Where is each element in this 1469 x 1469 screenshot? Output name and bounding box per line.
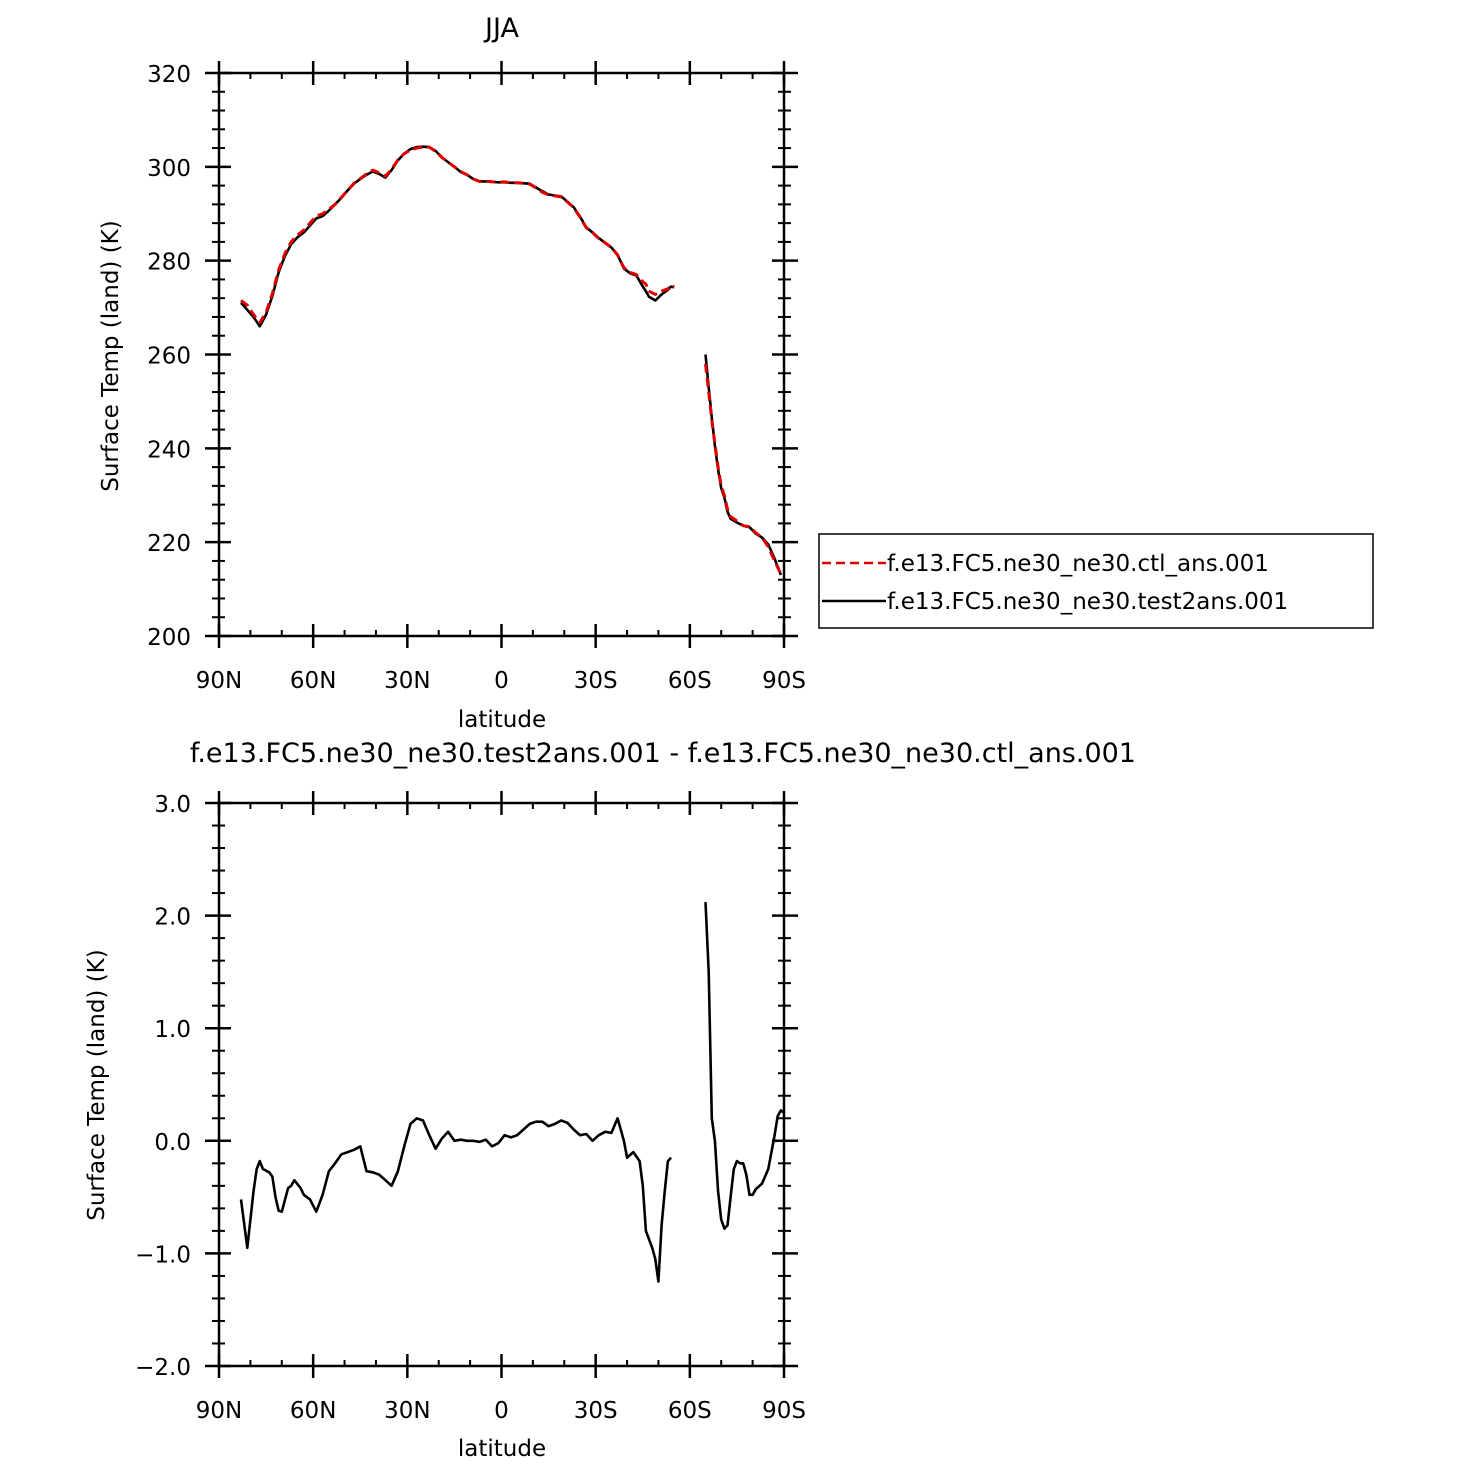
top-y-tick-label: 320 bbox=[147, 62, 191, 88]
bottom-y-tick-label: 1.0 bbox=[154, 1017, 191, 1043]
bottom-plot-frame bbox=[217, 801, 786, 1368]
top-y-tick-label: 260 bbox=[147, 344, 191, 370]
bottom-plot-lines bbox=[239, 902, 784, 1283]
top-x-tick-label: 30N bbox=[384, 668, 430, 694]
top-panel: JJA 90N 60N 30N 0 30S 60S 90S 200 220 240 260 280 30… bbox=[98, 13, 1374, 733]
legend-entry-test2: f.e13.FC5.ne30_ne30.test2ans.001 bbox=[887, 589, 1288, 615]
bottom-series-0-segment-0 bbox=[239, 1117, 672, 1283]
bottom-x-axis-label: latitude bbox=[458, 1436, 546, 1462]
top-x-tick-label: 90S bbox=[762, 668, 806, 694]
top-plot-frame bbox=[217, 71, 786, 638]
bottom-title: f.e13.FC5.ne30_ne30.test2ans.001 - f.e13… bbox=[190, 738, 1136, 769]
top-series-0-segment-0 bbox=[240, 145, 675, 325]
bottom-y-tick-label: −2.0 bbox=[135, 1355, 191, 1381]
bottom-x-tick-label: 60N bbox=[290, 1398, 336, 1424]
legend-entry-ctl: f.e13.FC5.ne30_ne30.ctl_ans.001 bbox=[887, 551, 1269, 577]
bottom-x-tick-label: 90N bbox=[196, 1398, 242, 1424]
top-y-tick-label: 280 bbox=[147, 250, 191, 276]
bottom-y-tick-label: 3.0 bbox=[154, 792, 191, 818]
top-x-axis-label: latitude bbox=[458, 707, 546, 733]
bottom-y-tick-label: −1.0 bbox=[135, 1242, 191, 1268]
bottom-x-tick-label: 60S bbox=[668, 1398, 712, 1424]
bottom-y-tick-label: 2.0 bbox=[154, 905, 191, 931]
bottom-y-axis-label: Surface Temp (land) (K) bbox=[84, 949, 110, 1221]
legend: f.e13.FC5.ne30_ne30.ctl_ans.001 f.e13.FC… bbox=[818, 533, 1374, 629]
top-series-0-segment-1 bbox=[704, 363, 783, 575]
bottom-x-tick-label: 0 bbox=[494, 1398, 509, 1424]
top-y-axis-label: Surface Temp (land) (K) bbox=[98, 220, 124, 492]
bottom-y-tick-label: 0.0 bbox=[154, 1130, 191, 1156]
bottom-ticks: 90N 60N 30N 0 30S 60S 90S −2.0 −1.0 0.0 1.0 2.0 3.0 bbox=[135, 791, 806, 1424]
top-x-tick-label: 0 bbox=[494, 668, 509, 694]
top-x-tick-label: 90N bbox=[196, 668, 242, 694]
top-x-tick-label: 30S bbox=[574, 668, 618, 694]
top-x-tick-label: 60S bbox=[668, 668, 712, 694]
top-x-tick-label: 60N bbox=[290, 668, 336, 694]
top-y-tick-label: 240 bbox=[147, 437, 191, 463]
legend-box bbox=[818, 533, 1374, 629]
bottom-panel: f.e13.FC5.ne30_ne30.test2ans.001 - f.e13… bbox=[84, 738, 1136, 1462]
top-y-tick-label: 200 bbox=[147, 625, 191, 651]
bottom-x-tick-label: 30S bbox=[574, 1398, 618, 1424]
bottom-x-tick-label: 90S bbox=[762, 1398, 806, 1424]
bottom-x-tick-label: 30N bbox=[384, 1398, 430, 1424]
top-ticks: 90N 60N 30N 0 30S 60S 90S 200 220 240 260 280 300 320 bbox=[147, 61, 806, 694]
top-series-1-segment-0 bbox=[240, 145, 675, 328]
top-plot-lines bbox=[240, 145, 783, 576]
top-y-tick-label: 220 bbox=[147, 531, 191, 557]
bottom-series-0-segment-1 bbox=[704, 902, 784, 1230]
top-y-tick-label: 300 bbox=[147, 156, 191, 182]
top-title: JJA bbox=[483, 13, 519, 44]
